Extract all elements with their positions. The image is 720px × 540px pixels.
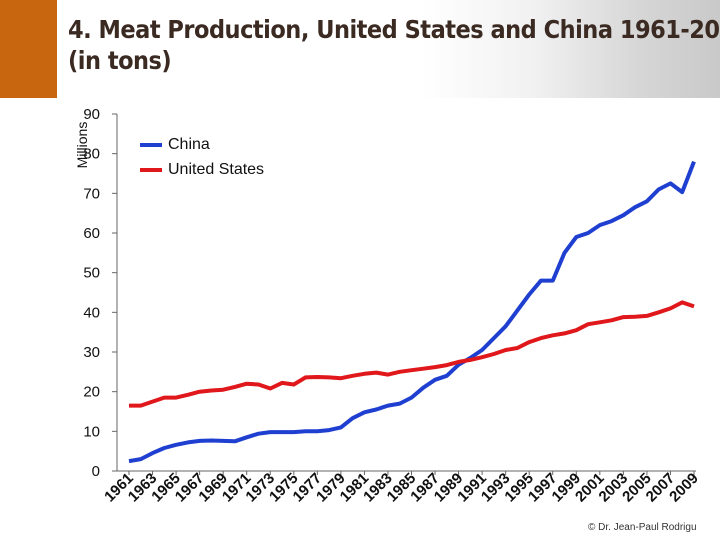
y-tick-label: 40 xyxy=(83,304,100,321)
legend-label-china: China xyxy=(168,136,210,153)
legend-label-united-states: United States xyxy=(168,161,265,178)
y-tick-label: 70 xyxy=(83,185,100,202)
legend-swatch-china xyxy=(140,143,162,147)
title-band xyxy=(57,0,720,98)
legend-item-united-states: United States xyxy=(140,161,264,179)
y-tick-label: 10 xyxy=(83,423,100,440)
copyright: © Dr. Jean-Paul Rodrigu xyxy=(588,522,697,533)
y-tick-label: 60 xyxy=(83,225,100,242)
y-axis-label: Millions xyxy=(74,122,90,169)
y-tick-label: 90 xyxy=(83,106,100,123)
legend-item-china: China xyxy=(140,136,210,154)
legend: China United States xyxy=(140,133,266,185)
legend-swatch-united-states xyxy=(140,168,162,172)
page-title: 4. Meat Production, United States and Ch… xyxy=(68,14,720,76)
y-tick-label: 80 xyxy=(83,146,100,163)
title-line-2: (in tons) xyxy=(68,46,172,75)
china-series-line xyxy=(128,160,696,464)
title-line-1: 4. Meat Production, United States and Ch… xyxy=(68,15,720,44)
accent-bar xyxy=(0,0,57,98)
y-tick-label: 30 xyxy=(83,344,100,361)
y-tick-label: 20 xyxy=(83,384,100,401)
united-states-series-line xyxy=(129,300,695,408)
y-tick-label: 50 xyxy=(83,265,100,282)
y-tick-label: 0 xyxy=(92,463,100,480)
